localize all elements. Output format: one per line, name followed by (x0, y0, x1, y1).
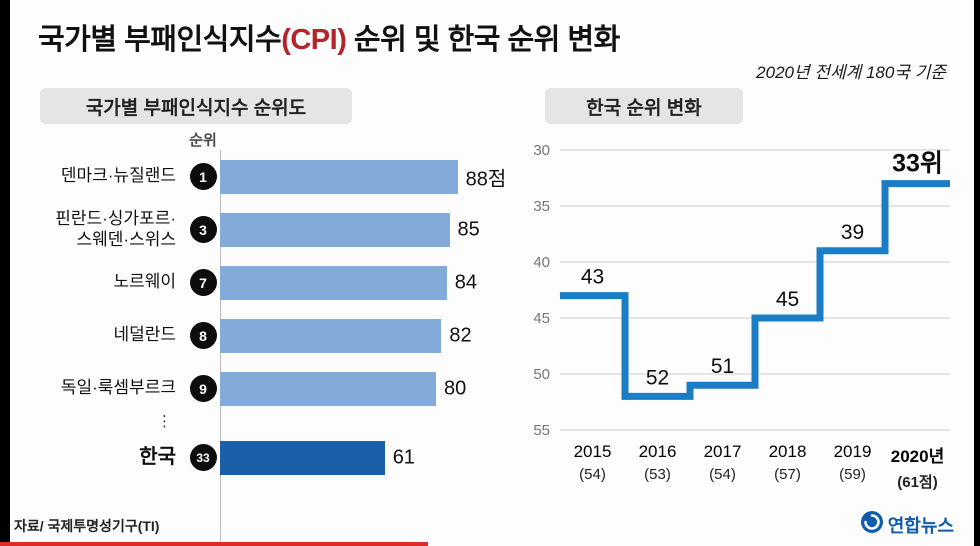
bar-value-label: 85 (457, 218, 480, 240)
bar-track: 84 (220, 265, 490, 300)
y-tick-label: 55 (533, 422, 550, 436)
rank-value-label: 43 (581, 266, 604, 289)
bar-row: 한국 33 61 (36, 431, 490, 484)
rank-badge: 7 (189, 269, 217, 296)
rank-badge: 8 (189, 322, 217, 349)
country-label: 독일·룩셈부르크 (60, 378, 176, 398)
country-label: 핀란드·싱가포르· 스웨덴·스위스 (55, 209, 176, 249)
score-label: (54) (579, 466, 606, 483)
left-black-edge (0, 0, 10, 546)
rank-badge-cell: 9 (186, 375, 220, 402)
rank-value-label: 39 (841, 221, 864, 244)
rank-value-label: 45 (776, 288, 799, 311)
score-label: (61점) (897, 474, 938, 491)
rank-badge: 1 (189, 163, 217, 190)
source-note: 자료/ 국제투명성기구(TI) (14, 518, 160, 534)
bar-row: 독일·룩셈부르크 9 80 (36, 362, 490, 415)
bar (220, 440, 385, 475)
rank-badge: 3 (189, 216, 217, 243)
bar-track: 61 (220, 440, 490, 475)
y-tick-label: 40 (533, 254, 550, 271)
bar-value-label: 84 (454, 271, 478, 293)
bar-track: 85 (220, 212, 490, 247)
bar-row: 덴마크·뉴질랜드 1 88점 (36, 150, 506, 203)
bar-row: 핀란드·싱가포르· 스웨덴·스위스 3 85 (36, 203, 490, 256)
y-tick-label: 50 (533, 366, 550, 383)
country-label: 덴마크·뉴질랜드 (60, 166, 176, 186)
y-tick-label: 45 (533, 310, 550, 327)
bar (220, 159, 458, 194)
year-label: 2019 (59) (820, 442, 885, 492)
page-title: 국가별 부패인식지수(CPI) 순위 및 한국 순위 변화 (38, 16, 620, 58)
rank-badge-cell: 1 (186, 163, 220, 190)
year-label: 2017 (54) (690, 442, 755, 492)
score-label: (59) (839, 466, 866, 483)
year-label: 2016 (53) (625, 442, 690, 492)
ellipsis: ⋮ (157, 413, 172, 430)
score-label: (57) (774, 466, 801, 483)
rank-badge: 33 (189, 444, 217, 471)
video-progress-bar[interactable] (0, 542, 428, 546)
score-label: (53) (644, 466, 671, 483)
bar (220, 318, 442, 353)
rank-value-label: 51 (711, 355, 734, 378)
right-black-edge (974, 0, 980, 546)
step-chart-svg: 30 35 40 45 50 55 43 52 51 45 39 33위 (533, 144, 950, 436)
bar-track: 88점 (220, 159, 506, 194)
rank-badge-cell: 7 (186, 269, 220, 296)
rank-value-label: 33위 (892, 150, 943, 178)
bar-value-label: 80 (444, 377, 467, 399)
rank-axis-title: 순위 (189, 132, 217, 149)
rank-step-line (560, 180, 950, 400)
bar-track: 80 (220, 371, 490, 406)
left-panel-header: 국가별 부패인식지수 순위도 (40, 88, 352, 124)
bar (220, 212, 450, 247)
year-label: 2020년 (61점) (885, 442, 950, 492)
bar-value-label: 88점 (465, 168, 507, 190)
subtitle-note: 2020년 전세계 180국 기준 (756, 63, 946, 82)
title-cpi: (CPI) (281, 24, 347, 56)
rank-value-label: 52 (646, 366, 669, 389)
year-label: 2015 (54) (560, 442, 625, 492)
score-label: (54) (709, 466, 736, 483)
country-label: 한국 (139, 445, 176, 468)
yonhap-logo-icon (860, 511, 883, 538)
y-tick-label: 35 (533, 198, 550, 215)
right-panel-header: 한국 순위 변화 (545, 88, 743, 124)
bar-value-label: 61 (392, 446, 415, 468)
title-main: 국가별 부패인식지수 (38, 24, 282, 56)
country-label: 노르웨이 (113, 272, 176, 292)
bar-track: 82 (220, 318, 490, 353)
rank-badge: 9 (189, 375, 217, 402)
cpi-bar-chart: 덴마크·뉴질랜드 1 88점 핀란드·싱가포르· 스웨덴·스위스 3 85 노르웨… (36, 150, 506, 546)
yonhap-logo: 연합뉴스 (860, 511, 954, 538)
step-chart-year-labels: 2015 (54) 2016 (53) 2017 (54) 2018 (57) 2019 (59)… (560, 442, 950, 492)
bar-value-label: 82 (449, 324, 472, 346)
bar-row: 노르웨이 7 84 (36, 256, 490, 309)
korea-rank-step-chart: 30 35 40 45 50 55 43 52 51 45 39 33위 2015 (54) 2016 (5… (520, 144, 952, 492)
title-rest: 순위 및 한국 순위 변화 (346, 24, 620, 56)
rank-badge-cell: 8 (186, 322, 220, 349)
rank-badge-cell: 3 (186, 216, 220, 243)
year-label: 2018 (57) (755, 442, 820, 492)
bar (220, 265, 447, 300)
rank-badge-cell: 33 (186, 444, 220, 471)
yonhap-logo-text: 연합뉴스 (887, 515, 954, 536)
country-label: 네덜란드 (113, 325, 176, 345)
cpi-bar-rows: 덴마크·뉴질랜드 1 88점 핀란드·싱가포르· 스웨덴·스위스 3 85 노르웨… (36, 150, 506, 484)
bar-row: 네덜란드 8 82 (36, 309, 490, 362)
y-tick-label: 30 (533, 144, 550, 159)
bar (220, 371, 436, 406)
